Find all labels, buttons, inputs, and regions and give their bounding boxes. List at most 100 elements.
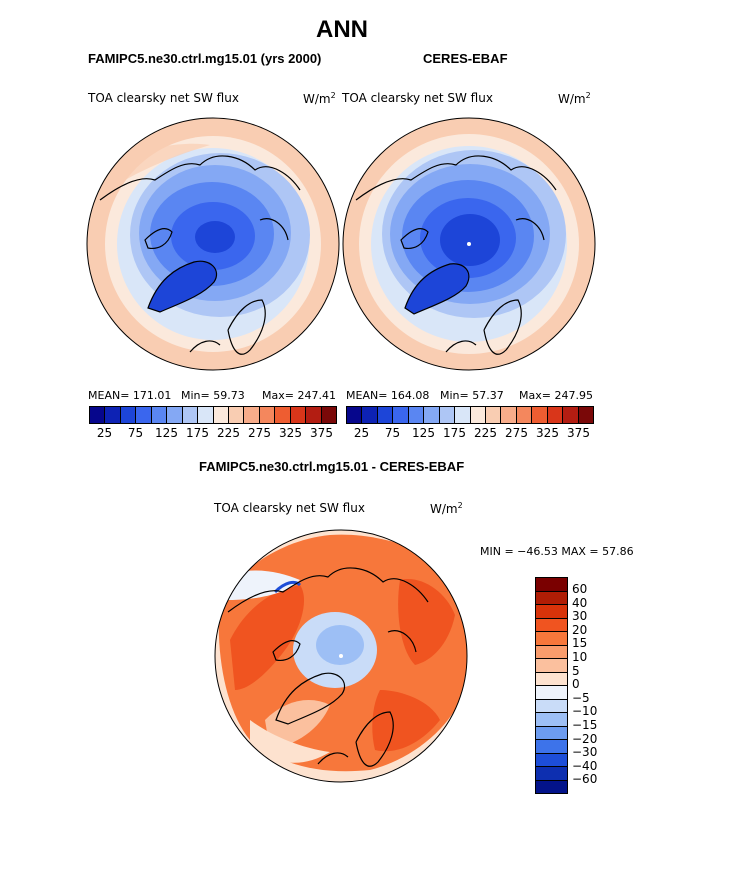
colorbar-tick-label: −10 <box>572 704 598 719</box>
colorbar-swatch <box>485 407 502 423</box>
difference-colorbar-labels: 60 40 30 20 15 10 5 0 −5 −10 −15 −20 −30 −40 −60 <box>572 582 598 787</box>
right-min-stat: Min= 57.37 <box>440 389 504 402</box>
colorbar-tick-label: 75 <box>127 426 144 440</box>
colorbar-tick-label: −60 <box>572 772 598 787</box>
right-mean-stat: MEAN= 164.08 <box>346 389 430 402</box>
left-min-stat: Min= 59.73 <box>181 389 245 402</box>
left-case-title: FAMIPC5.ne30.ctrl.mg15.01 (yrs 2000) <box>88 51 322 66</box>
colorbar-swatch <box>105 407 121 423</box>
colorbar-swatch <box>563 407 579 423</box>
colorbar-swatch <box>439 407 456 423</box>
colorbar-swatch <box>536 713 567 727</box>
right-colorbar-ticks: 25 75 125 175 225 275 325 375 <box>346 426 594 442</box>
colorbar-swatch <box>547 407 564 423</box>
colorbar-swatch <box>120 407 137 423</box>
left-units-label: W/m2 <box>303 91 336 106</box>
colorbar-swatch <box>501 407 517 423</box>
colorbar-swatch <box>259 407 276 423</box>
colorbar-swatch <box>408 407 425 423</box>
colorbar-swatch <box>536 578 567 592</box>
colorbar-tick-label: 225 <box>217 426 240 440</box>
colorbar-swatch <box>536 659 567 673</box>
left-colorbar-ticks: 25 75 125 175 225 275 325 375 <box>89 426 337 442</box>
difference-coastlines <box>227 567 429 767</box>
colorbar-tick-label: 125 <box>155 426 178 440</box>
colorbar-swatch <box>90 407 106 423</box>
colorbar-tick-label: 30 <box>572 609 588 624</box>
colorbar-swatch <box>536 699 567 713</box>
left-max-stat: Max= 247.41 <box>262 389 336 402</box>
colorbar-swatch <box>536 740 567 754</box>
colorbar-swatch <box>167 407 183 423</box>
difference-units-label: W/m2 <box>430 501 463 516</box>
colorbar-swatch <box>244 407 260 423</box>
colorbar-swatch <box>393 407 409 423</box>
colorbar-swatch <box>362 407 378 423</box>
colorbar-swatch <box>377 407 394 423</box>
colorbar-tick-label: −5 <box>572 690 590 705</box>
colorbar-tick-label: 5 <box>572 663 580 678</box>
colorbar-swatch <box>198 407 214 423</box>
left-mean-stat: MEAN= 171.01 <box>88 389 172 402</box>
colorbar-tick-label: −40 <box>572 758 598 773</box>
colorbar-tick-label: 325 <box>279 426 302 440</box>
difference-minmax: MIN = −46.53 MAX = 57.86 <box>480 545 634 558</box>
colorbar-swatch <box>321 407 336 423</box>
left-field-label: TOA clearsky net SW flux <box>88 91 239 105</box>
colorbar-swatch <box>455 407 471 423</box>
difference-polar-map <box>215 530 467 782</box>
colorbar-swatch <box>306 407 322 423</box>
right-field-label: TOA clearsky net SW flux <box>342 91 493 105</box>
colorbar-swatch <box>516 407 533 423</box>
colorbar-swatch <box>470 407 486 423</box>
colorbar-swatch <box>182 407 199 423</box>
colorbar-tick-label: 60 <box>572 582 588 596</box>
colorbar-swatch <box>536 632 567 646</box>
right-coastlines <box>355 155 557 355</box>
colorbar-swatch <box>536 686 567 700</box>
colorbar-swatch <box>424 407 440 423</box>
plot-title: ANN <box>316 16 368 43</box>
colorbar-swatch <box>213 407 229 423</box>
colorbar-swatch <box>536 672 567 686</box>
colorbar-swatch <box>290 407 307 423</box>
colorbar-tick-label: 325 <box>536 426 559 440</box>
difference-field-label: TOA clearsky net SW flux <box>214 501 365 515</box>
left-coastlines <box>99 155 301 355</box>
colorbar-swatch <box>536 605 567 619</box>
colorbar-tick-label: −15 <box>572 717 598 732</box>
colorbar-swatch <box>536 591 567 605</box>
left-colorbar <box>89 406 337 424</box>
colorbar-tick-label: 175 <box>186 426 209 440</box>
colorbar-swatch <box>136 407 152 423</box>
colorbar-swatch <box>347 407 363 423</box>
colorbar-swatch <box>536 767 567 781</box>
difference-colorbar <box>535 577 568 794</box>
right-polar-map <box>343 118 595 370</box>
right-units-label: W/m2 <box>558 91 591 106</box>
colorbar-swatch <box>536 780 567 793</box>
colorbar-swatch <box>536 726 567 740</box>
colorbar-swatch <box>228 407 245 423</box>
colorbar-swatch <box>536 753 567 767</box>
colorbar-tick-label: 375 <box>310 426 333 440</box>
colorbar-swatch <box>532 407 548 423</box>
colorbar-tick-label: 225 <box>474 426 497 440</box>
colorbar-swatch <box>275 407 291 423</box>
right-colorbar <box>346 406 594 424</box>
colorbar-tick-label: 75 <box>384 426 401 440</box>
colorbar-tick-label: 175 <box>443 426 466 440</box>
colorbar-swatch <box>536 645 567 659</box>
colorbar-tick-label: −20 <box>572 731 598 746</box>
right-max-stat: Max= 247.95 <box>519 389 593 402</box>
colorbar-tick-label: 125 <box>412 426 435 440</box>
colorbar-tick-label: 10 <box>572 649 588 664</box>
colorbar-tick-label: 275 <box>505 426 528 440</box>
colorbar-tick-label: 0 <box>572 677 580 692</box>
colorbar-tick-label: 275 <box>248 426 271 440</box>
colorbar-swatch <box>536 618 567 632</box>
colorbar-tick-label: 20 <box>572 622 588 637</box>
difference-title: FAMIPC5.ne30.ctrl.mg15.01 - CERES-EBAF <box>199 459 465 474</box>
colorbar-swatch <box>151 407 168 423</box>
